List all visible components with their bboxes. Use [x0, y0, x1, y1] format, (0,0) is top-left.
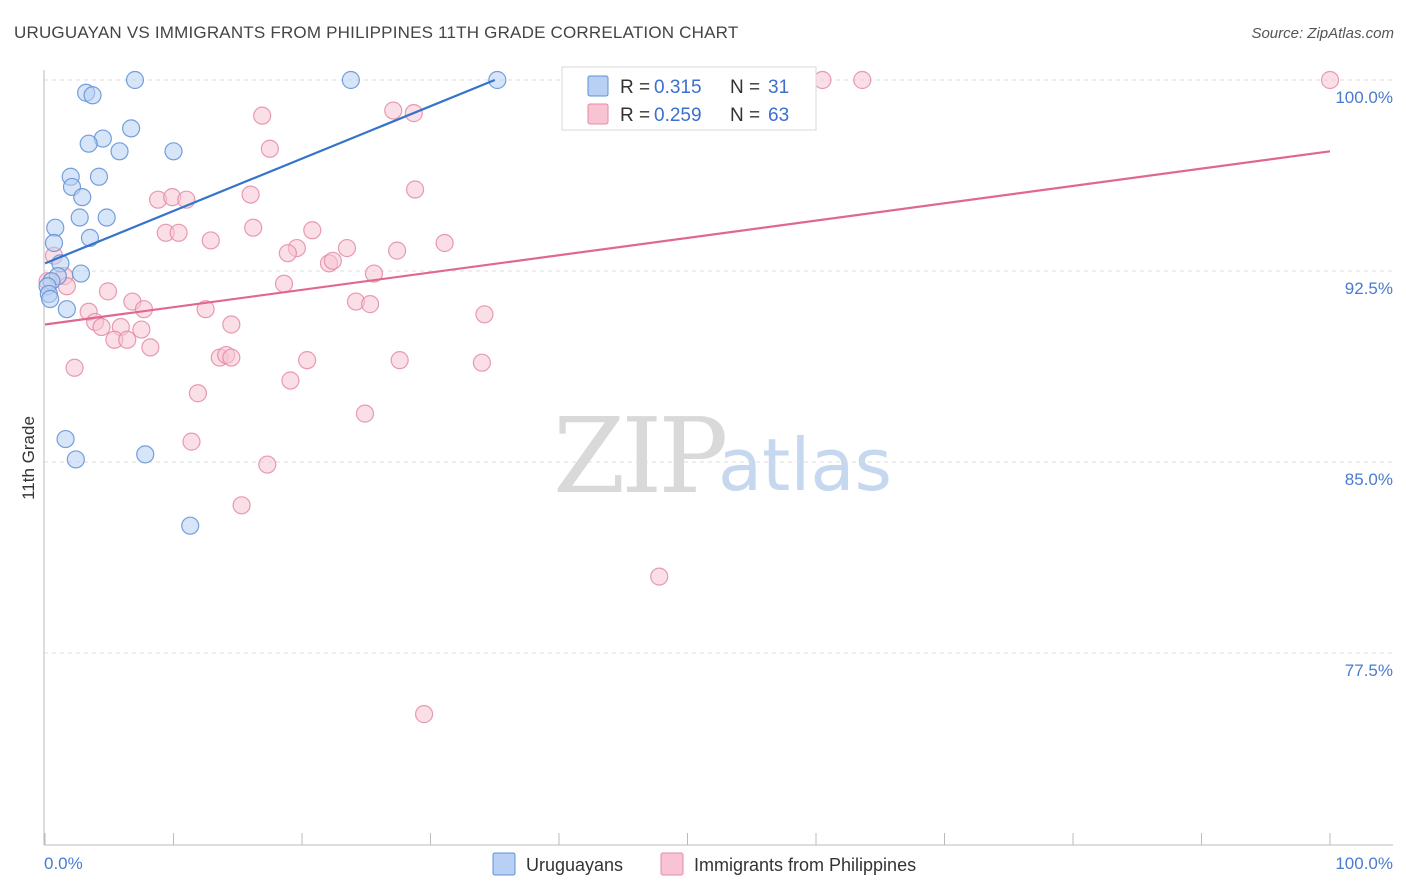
philippines-point-56	[182, 432, 201, 451]
legend-swatch-uruguayans	[587, 75, 609, 97]
uruguayans-point-2	[488, 70, 507, 90]
y-axis-label: 11th Grade	[19, 416, 38, 500]
uruguayans-point-4	[83, 86, 102, 105]
philippines-point-18	[337, 238, 357, 258]
y-tick-label-1: 92.5%	[1345, 279, 1393, 298]
philippines-point-28	[274, 274, 294, 293]
legend-r-value-2: 0.259	[654, 105, 702, 126]
philippines-point-33	[361, 295, 380, 314]
uruguayans-point-8	[110, 142, 129, 161]
uruguayans-point-14	[70, 208, 89, 227]
philippines-point-23	[323, 251, 342, 270]
philippines-point-15	[303, 221, 322, 240]
x-tick-marks	[44, 833, 1331, 845]
uruguayans-point-0	[125, 70, 145, 90]
philippines-point-45	[141, 338, 160, 357]
philippines-point-3	[384, 101, 403, 120]
philippines-point-2	[1320, 70, 1340, 90]
bottom-legend-label-uruguayans: Uruguayans	[526, 855, 623, 875]
legend-swatch-philippines	[587, 103, 609, 125]
uruguayans-point-5	[121, 119, 141, 138]
philippines-point-14	[169, 223, 188, 242]
philippines-point-59	[650, 567, 669, 586]
philippines-point-21	[278, 244, 297, 263]
philippines-point-48	[222, 348, 241, 367]
axes	[43, 70, 1393, 846]
legend-r-value-1: 0.315	[654, 77, 702, 98]
philippines-point-54	[188, 384, 208, 403]
philippines-point-30	[98, 282, 118, 301]
bottom-legend-swatch-philippines	[660, 852, 684, 876]
philippines-point-6	[260, 139, 279, 158]
philippines-point-17	[435, 233, 454, 253]
philippines-point-58	[232, 496, 251, 515]
philippines-point-16	[201, 231, 220, 250]
watermark-zip: ZIP	[553, 395, 725, 517]
uruguayans-point-15	[97, 208, 116, 227]
philippines-point-20	[387, 241, 407, 260]
uruguayans-trend-line	[44, 78, 496, 265]
uruguayans-point-27	[56, 429, 75, 449]
y-tick-label-0: 100.0%	[1335, 88, 1393, 107]
uruguayans-point-16	[46, 218, 65, 237]
philippines-point-39	[222, 315, 241, 334]
bottom-legend-label-philippines: Immigrants from Philippines	[694, 855, 916, 875]
uruguayans-point-26	[57, 300, 76, 319]
philippines-point-53	[281, 371, 300, 390]
uruguayans-point-28	[66, 450, 85, 469]
x-tick-label-min: 0.0%	[44, 854, 83, 873]
uruguayans-point-1	[341, 70, 360, 90]
philippines-point-57	[258, 455, 277, 474]
philippines-point-52	[65, 358, 84, 377]
philippines-point-37	[475, 305, 494, 324]
philippines-point-50	[390, 351, 409, 370]
watermark: ZIP atlas	[553, 395, 892, 517]
chart-source: Source: ZipAtlas.com	[1251, 25, 1394, 42]
legend-n-value-1: 31	[768, 77, 789, 98]
philippines-point-49	[298, 351, 317, 370]
legend-r-label-2: R =	[620, 105, 650, 126]
philippines-point-8	[241, 185, 260, 204]
y-tick-labels: 100.0% 92.5% 85.0% 77.5%	[1335, 88, 1393, 680]
philippines-point-25	[364, 264, 384, 283]
gridlines	[44, 79, 1393, 654]
philippines-point-44	[118, 330, 137, 349]
uruguayans-point-25	[41, 289, 60, 309]
philippines-point-5	[253, 106, 272, 125]
uruguayans-point-30	[181, 516, 200, 535]
philippines-point-1	[853, 70, 872, 90]
philippines-point-51	[472, 353, 491, 372]
uruguayans-point-29	[136, 445, 155, 464]
philippines-point-34	[134, 300, 154, 319]
series-legend: Uruguayans Immigrants from Philippines	[492, 852, 916, 876]
philippines-point-60	[414, 705, 434, 724]
philippines-point-12	[244, 218, 263, 237]
philippines-trend-line	[44, 150, 1331, 326]
uruguayans-point-11	[89, 167, 109, 186]
stats-legend: R = 0.315 N = 31 R = 0.259 N = 63	[561, 66, 817, 131]
uruguayans-point-13	[73, 188, 92, 207]
legend-r-label-1: R =	[620, 77, 650, 98]
uruguayans-point-20	[71, 264, 91, 283]
philippines-point-42	[132, 320, 151, 339]
y-tick-label-3: 77.5%	[1345, 661, 1393, 680]
philippines-point-40	[92, 317, 111, 337]
philippines-point-55	[355, 404, 375, 423]
chart-title: URUGUAYAN VS IMMIGRANTS FROM PHILIPPINES…	[14, 23, 738, 42]
x-tick-label-max: 100.0%	[1335, 854, 1393, 873]
bottom-legend-swatch-uruguayans	[492, 852, 516, 876]
uruguayans-point-7	[79, 134, 98, 153]
watermark-atlas: atlas	[718, 423, 892, 507]
uruguayans-point-9	[164, 142, 183, 161]
legend-n-label-2: N =	[730, 105, 760, 126]
legend-n-label-1: N =	[730, 77, 760, 98]
uruguayans-point-18	[44, 233, 64, 253]
y-tick-label-2: 85.0%	[1345, 470, 1393, 489]
trend-lines	[44, 78, 1331, 326]
legend-n-value-2: 63	[768, 105, 789, 126]
philippines-point-35	[196, 300, 215, 319]
philippines-point-7	[405, 180, 425, 199]
